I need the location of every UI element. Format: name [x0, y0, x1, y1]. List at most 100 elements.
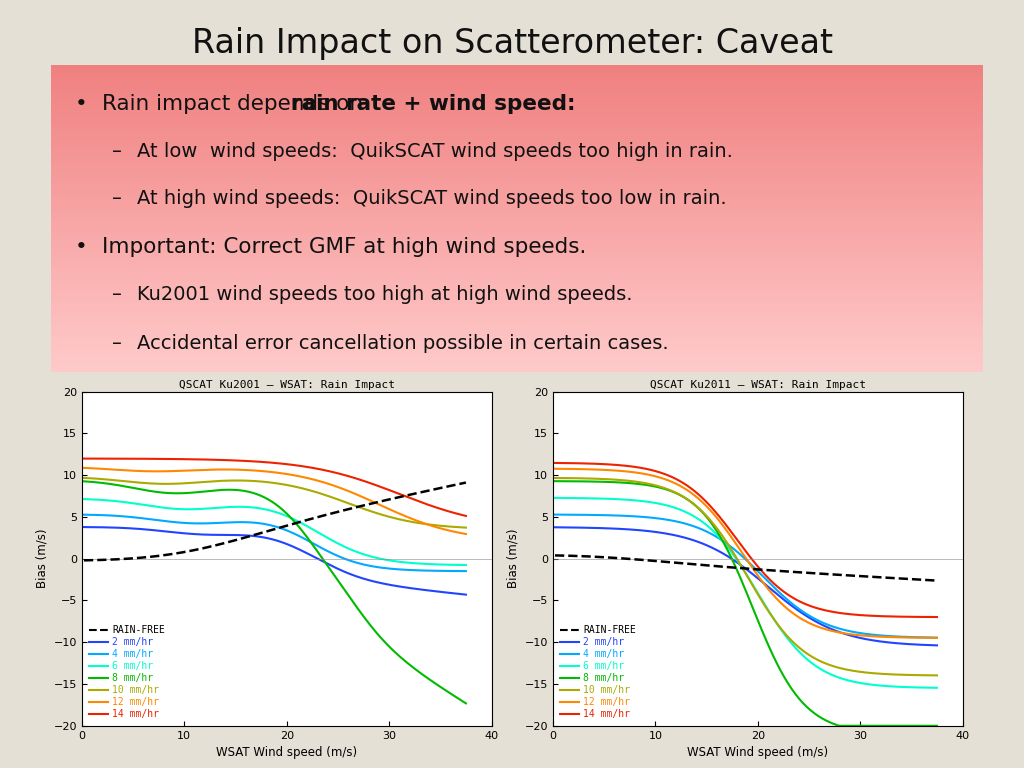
- Bar: [51, 280, 983, 283]
- Bar: [51, 151, 983, 154]
- Bar: [51, 204, 983, 207]
- Bar: [51, 114, 983, 118]
- Bar: [51, 216, 983, 219]
- Bar: [51, 118, 983, 121]
- Bar: [51, 323, 983, 326]
- Bar: [51, 81, 983, 84]
- Bar: [51, 243, 983, 247]
- Bar: [51, 121, 983, 124]
- Title: QSCAT Ku2011 – WSAT: Rain Impact: QSCAT Ku2011 – WSAT: Rain Impact: [650, 379, 865, 389]
- Bar: [51, 363, 983, 366]
- Bar: [51, 326, 983, 329]
- Bar: [51, 188, 983, 191]
- Bar: [51, 182, 983, 185]
- Bar: [51, 308, 983, 311]
- Bar: [51, 320, 983, 323]
- Bar: [51, 84, 983, 87]
- Bar: [51, 102, 983, 105]
- Bar: [51, 277, 983, 280]
- Text: Rain impact depends on: Rain impact depends on: [102, 94, 371, 114]
- Bar: [51, 317, 983, 320]
- Bar: [51, 157, 983, 161]
- Text: –: –: [112, 285, 122, 303]
- Bar: [51, 179, 983, 182]
- Bar: [51, 357, 983, 360]
- Bar: [51, 333, 983, 336]
- Bar: [51, 369, 983, 372]
- Bar: [51, 99, 983, 102]
- Bar: [51, 96, 983, 99]
- Bar: [51, 136, 983, 139]
- Bar: [51, 305, 983, 308]
- Bar: [51, 342, 983, 345]
- X-axis label: WSAT Wind speed (m/s): WSAT Wind speed (m/s): [687, 746, 828, 760]
- Bar: [51, 256, 983, 259]
- Text: •: •: [75, 94, 87, 114]
- X-axis label: WSAT Wind speed (m/s): WSAT Wind speed (m/s): [216, 746, 357, 760]
- Bar: [51, 253, 983, 256]
- Bar: [51, 222, 983, 225]
- Bar: [51, 108, 983, 111]
- Bar: [51, 133, 983, 136]
- Text: At low  wind speeds:  QuikSCAT wind speeds too high in rain.: At low wind speeds: QuikSCAT wind speeds…: [137, 142, 733, 161]
- Bar: [51, 191, 983, 194]
- Bar: [51, 167, 983, 170]
- Bar: [51, 78, 983, 81]
- Bar: [51, 274, 983, 277]
- Text: –: –: [112, 334, 122, 353]
- Bar: [51, 194, 983, 197]
- Bar: [51, 130, 983, 133]
- Bar: [51, 213, 983, 216]
- Bar: [51, 176, 983, 179]
- Bar: [51, 124, 983, 127]
- Text: –: –: [112, 142, 122, 161]
- Bar: [51, 210, 983, 213]
- Text: Ku2001 wind speeds too high at high wind speeds.: Ku2001 wind speeds too high at high wind…: [137, 285, 633, 303]
- Bar: [51, 139, 983, 142]
- Bar: [51, 200, 983, 204]
- Text: –: –: [112, 190, 122, 208]
- Bar: [51, 271, 983, 274]
- Legend: RAIN-FREE, 2 mm/hr, 4 mm/hr, 6 mm/hr, 8 mm/hr, 10 mm/hr, 12 mm/hr, 14 mm/hr: RAIN-FREE, 2 mm/hr, 4 mm/hr, 6 mm/hr, 8 …: [87, 624, 167, 721]
- Bar: [51, 268, 983, 271]
- Text: rain rate + wind speed:: rain rate + wind speed:: [291, 94, 575, 114]
- Bar: [51, 225, 983, 228]
- Text: At high wind speeds:  QuikSCAT wind speeds too low in rain.: At high wind speeds: QuikSCAT wind speed…: [137, 190, 727, 208]
- Bar: [51, 336, 983, 339]
- Bar: [51, 90, 983, 93]
- Bar: [51, 145, 983, 148]
- Bar: [51, 293, 983, 296]
- Bar: [51, 311, 983, 314]
- Bar: [51, 234, 983, 237]
- Bar: [51, 148, 983, 151]
- Text: Accidental error cancellation possible in certain cases.: Accidental error cancellation possible i…: [137, 334, 669, 353]
- Bar: [51, 219, 983, 222]
- Bar: [51, 111, 983, 114]
- Bar: [51, 161, 983, 164]
- Bar: [51, 164, 983, 167]
- Bar: [51, 283, 983, 286]
- Bar: [51, 74, 983, 78]
- Bar: [51, 71, 983, 74]
- Bar: [51, 299, 983, 302]
- Bar: [51, 259, 983, 262]
- Y-axis label: Bias (m/s): Bias (m/s): [35, 529, 48, 588]
- Bar: [51, 265, 983, 268]
- Bar: [51, 345, 983, 348]
- Bar: [51, 207, 983, 210]
- Bar: [51, 290, 983, 293]
- Bar: [51, 68, 983, 71]
- Bar: [51, 247, 983, 250]
- Bar: [51, 250, 983, 253]
- Title: QSCAT Ku2001 – WSAT: Rain Impact: QSCAT Ku2001 – WSAT: Rain Impact: [179, 379, 394, 389]
- Bar: [51, 93, 983, 96]
- Text: •: •: [75, 237, 87, 257]
- Bar: [51, 314, 983, 317]
- Bar: [51, 228, 983, 231]
- Text: Important: Correct GMF at high wind speeds.: Important: Correct GMF at high wind spee…: [102, 237, 587, 257]
- Bar: [51, 354, 983, 357]
- Bar: [51, 302, 983, 305]
- Bar: [51, 185, 983, 188]
- Bar: [51, 286, 983, 290]
- Bar: [51, 87, 983, 90]
